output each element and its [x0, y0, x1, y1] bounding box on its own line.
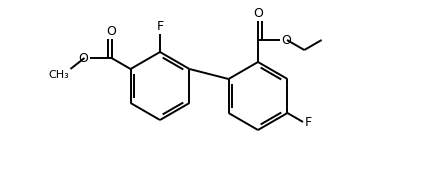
Text: O: O — [78, 51, 89, 64]
Text: F: F — [305, 115, 312, 128]
Text: O: O — [253, 7, 263, 20]
Text: CH₃: CH₃ — [49, 70, 70, 80]
Text: O: O — [106, 25, 117, 38]
Text: F: F — [156, 20, 164, 33]
Text: O: O — [281, 34, 291, 47]
